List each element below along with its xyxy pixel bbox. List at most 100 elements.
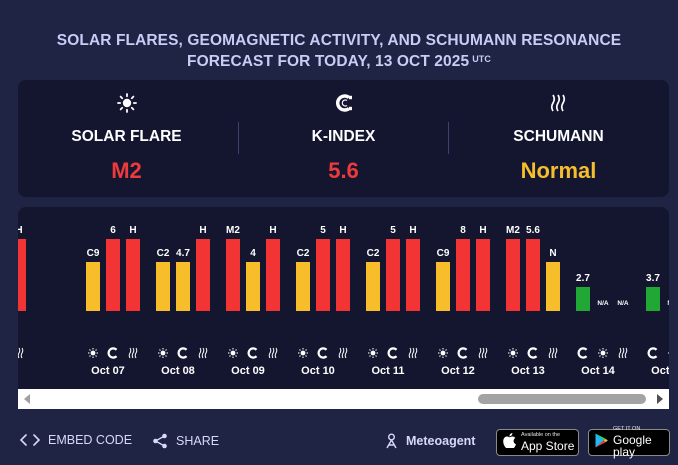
date-label: Oct 10 [301,365,335,377]
wave-icon [408,347,418,359]
bar-value-label: H [18,225,23,236]
sun-icon [368,348,378,358]
magnet-icon-body [387,347,398,359]
schumann-value: Normal [520,158,597,183]
wave-icon-line [268,347,272,359]
bar-schumann [126,239,140,311]
wave-icon-line [18,347,21,359]
sun-icon-ray [369,355,371,357]
bar-value-label: H [339,225,346,236]
solar-flare-label: SOLAR FLARE [71,128,182,145]
wave-icon [268,347,278,359]
wave-icon [618,347,628,359]
k-index-value: 5.6 [328,158,359,183]
wave-icon-line [618,347,622,359]
share-button[interactable]: SHARE [152,433,219,449]
sun-icon-ray [445,355,447,357]
bar-value-label: C9 [437,248,450,259]
sun-icon-ray [229,355,231,357]
scroll-left-button[interactable] [24,394,30,404]
bar-kindex [106,239,120,311]
bar-kindex [576,287,590,311]
bar-flare [366,262,380,311]
sun-icon-ray [439,355,441,357]
sun-icon [598,348,608,358]
app-store-button[interactable]: Available on the App Store [496,429,579,456]
bar-value-label: H [409,225,416,236]
bar-value-label: M2 [226,225,240,236]
bar-value-label: 8 [460,225,466,236]
magnet-icon-body [577,347,588,359]
scroll-right-button[interactable] [657,394,663,404]
bar-value-label: N/A [617,300,629,307]
date-label: Oct 15 [651,365,669,377]
bar-value-label: H [479,225,486,236]
bar-schumann [18,239,26,311]
share-icon [152,433,168,449]
meteoagent-link[interactable]: Meteoagent [385,433,475,449]
sun-icon-ray [509,355,511,357]
meteoagent-logo-icon [385,433,398,449]
sun-icon-ray [515,349,517,351]
sun-icon-ray [605,349,607,351]
app-store-big-text: App Store [521,438,575,453]
date-label: Oct 14 [581,365,616,377]
sun-icon [438,348,448,358]
solar-flare-value: M2 [111,158,142,183]
share-label: SHARE [176,434,220,448]
sun-icon-ray [95,355,97,357]
sun-icon-core [160,350,166,356]
bar-kindex [386,239,400,311]
bar-kindex [456,239,470,311]
sun-icon-ray [509,349,511,351]
title-line-1: SOLAR FLARES, GEOMAGNETIC ACTIVITY, AND … [56,32,622,49]
sun-icon-ray [165,355,167,357]
forecast-chart[interactable]: H C9 6 H Oct 07 C2 4.7 H Oct 08 M2 4 H Oct 09 C2 5 H Oct… [18,207,669,409]
wave-icon-line [554,347,558,359]
magnet-icon-body [177,347,188,359]
wave-icon [18,347,24,359]
embed-code-button[interactable]: EMBED CODE [20,433,132,447]
wave-icon [548,347,558,359]
wave-icon-line [344,347,348,359]
bar-flare [506,239,520,311]
summary-solar-flare: SOLAR FLARE M2 [18,80,235,197]
bar-value-label: 4 [250,248,256,259]
google-play-button[interactable]: GET IT ON Google play [588,427,670,458]
wave-icon-line [478,347,482,359]
sun-icon-ray [299,349,301,351]
bar-value-label: C2 [297,248,310,259]
bar-kindex [246,262,260,311]
date-label: Oct 08 [161,365,195,377]
wave-icon-line [271,347,275,359]
chart-scrollbar[interactable] [18,389,669,409]
footer: EMBED CODE SHARE Meteoagent Available on… [0,420,678,465]
date-label: Oct 13 [511,365,545,377]
divider [448,122,449,154]
embed-code-label: EMBED CODE [48,433,133,447]
summary-panel: SOLAR FLARE M2 K-INDEX 5.6 SCHU [18,80,669,197]
magnet-icon [107,347,118,359]
magnet-icon [577,347,588,359]
sun-icon-ray [235,355,237,357]
wave-icon [448,93,669,113]
wave-icon-line [481,347,485,359]
sun-icon-ray [445,349,447,351]
sun-icon-ray [165,349,167,351]
sun-icon-ray [605,355,607,357]
bar-value-label: N/A [597,300,609,307]
magnet-icon-body [317,347,328,359]
scrollbar-thumb[interactable] [478,394,646,404]
bar-flare [156,262,170,311]
sun-icon-ray [369,349,371,351]
sun-icon [508,348,518,358]
bar-schumann [336,239,350,311]
sun-icon-ray [439,349,441,351]
bar-schumann [266,239,280,311]
wave-icon-line [551,347,555,359]
wave-icon-line [20,347,24,359]
sun-icon-ray [515,355,517,357]
sun-icon [298,348,308,358]
wave-icon-line [548,347,552,359]
bar-value-label: M2 [506,225,520,236]
